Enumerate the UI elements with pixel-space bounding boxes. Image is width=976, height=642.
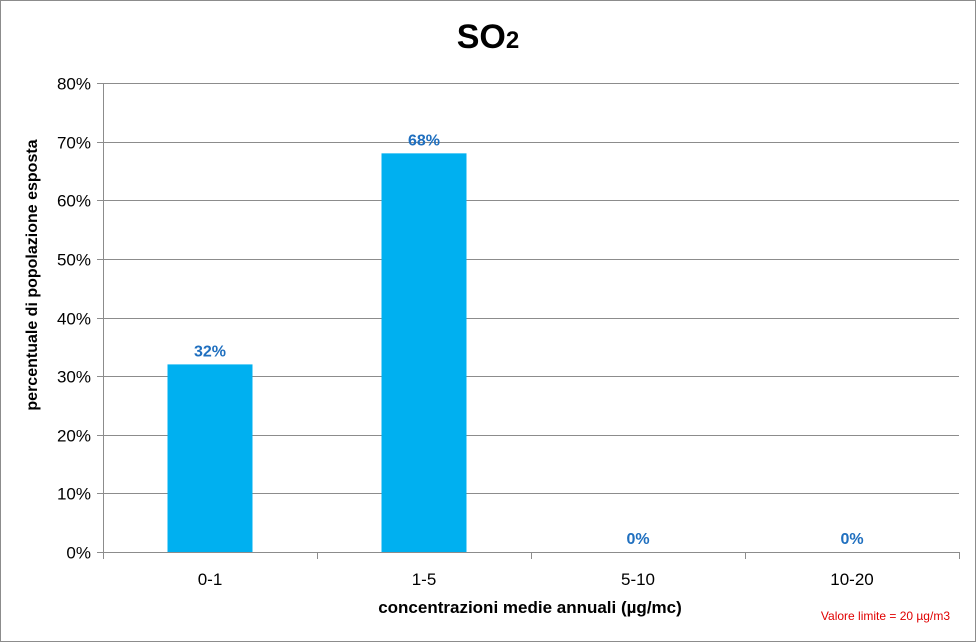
y-tick-label: 30%	[57, 368, 91, 387]
x-tick-label: 10-20	[830, 570, 873, 589]
title-main: SO	[456, 18, 506, 56]
x-tick-label: 5-10	[621, 570, 655, 589]
bar	[167, 364, 253, 552]
y-tick-label: 0%	[66, 544, 91, 563]
title-subscript: 2	[505, 27, 520, 54]
y-axis-label: percentuale di popolazione esposta	[24, 139, 41, 411]
y-tick-label: 80%	[57, 75, 91, 94]
data-label: 0%	[626, 531, 649, 548]
data-label: 68%	[408, 132, 440, 149]
y-tick-label: 10%	[57, 485, 91, 504]
y-tick-label: 40%	[57, 310, 91, 329]
x-axis-label: concentrazioni medie annuali (µg/mc)	[378, 598, 682, 617]
chart-title: SO2	[0, 18, 976, 57]
y-tick-label: 50%	[57, 251, 91, 270]
bar	[381, 153, 467, 552]
data-label: 0%	[840, 531, 863, 548]
limit-value-note: Valore limite = 20 µg/m3	[820, 609, 950, 623]
y-tick-label: 20%	[57, 427, 91, 446]
x-tick-label: 0-1	[198, 570, 223, 589]
y-tick-label: 70%	[57, 134, 91, 153]
y-tick-label: 60%	[57, 192, 91, 211]
x-tick-label: 1-5	[412, 570, 437, 589]
data-label: 32%	[194, 343, 226, 360]
